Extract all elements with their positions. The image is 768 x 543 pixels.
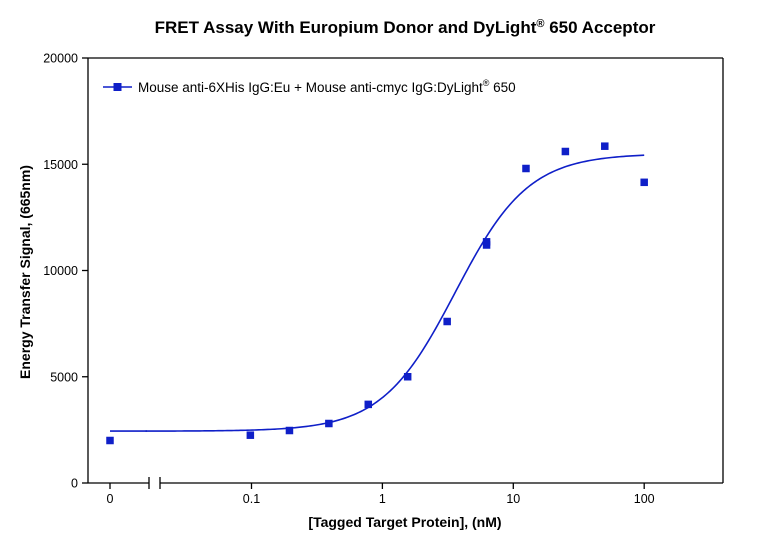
- data-point: [522, 164, 530, 173]
- legend: Mouse anti-6XHis IgG:Eu + Mouse anti-cmy…: [103, 78, 516, 95]
- y-tick-label: 10000: [43, 264, 78, 278]
- chart-title: FRET Assay With Europium Donor and DyLig…: [155, 18, 656, 37]
- x-tick-label: 1: [379, 492, 386, 506]
- data-point: [601, 142, 609, 150]
- data-point: [106, 436, 114, 445]
- data-point: [482, 238, 491, 246]
- y-tick-label: 20000: [43, 52, 78, 66]
- x-tick-label: 100: [634, 492, 655, 506]
- x-tick-label: 0.1: [243, 492, 260, 506]
- data-point: [561, 147, 570, 156]
- x-ticks: 0 0.1 1 10 100: [107, 483, 655, 506]
- x-tick-label: 0: [107, 492, 114, 506]
- fit-curve: [145, 154, 645, 432]
- y-ticks: 0 5000 10000 15000 20000: [43, 52, 88, 491]
- data-point: [246, 431, 255, 439]
- data-point: [640, 178, 648, 187]
- data-point: [403, 373, 412, 381]
- legend-label: Mouse anti-6XHis IgG:Eu + Mouse anti-cmy…: [138, 78, 516, 95]
- data-points: [106, 142, 648, 445]
- y-tick-label: 5000: [50, 370, 78, 384]
- x-tick-label: 10: [506, 492, 520, 506]
- y-tick-label: 0: [71, 477, 78, 491]
- x-axis-title: [Tagged Target Protein], (nM): [308, 514, 501, 530]
- legend-marker: [113, 83, 122, 91]
- y-tick-label: 15000: [43, 158, 78, 172]
- data-point: [285, 426, 294, 435]
- data-point: [364, 400, 373, 409]
- y-axis-title: Energy Transfer Signal, (665nm): [17, 165, 33, 379]
- data-point: [325, 419, 333, 428]
- data-point: [443, 317, 451, 326]
